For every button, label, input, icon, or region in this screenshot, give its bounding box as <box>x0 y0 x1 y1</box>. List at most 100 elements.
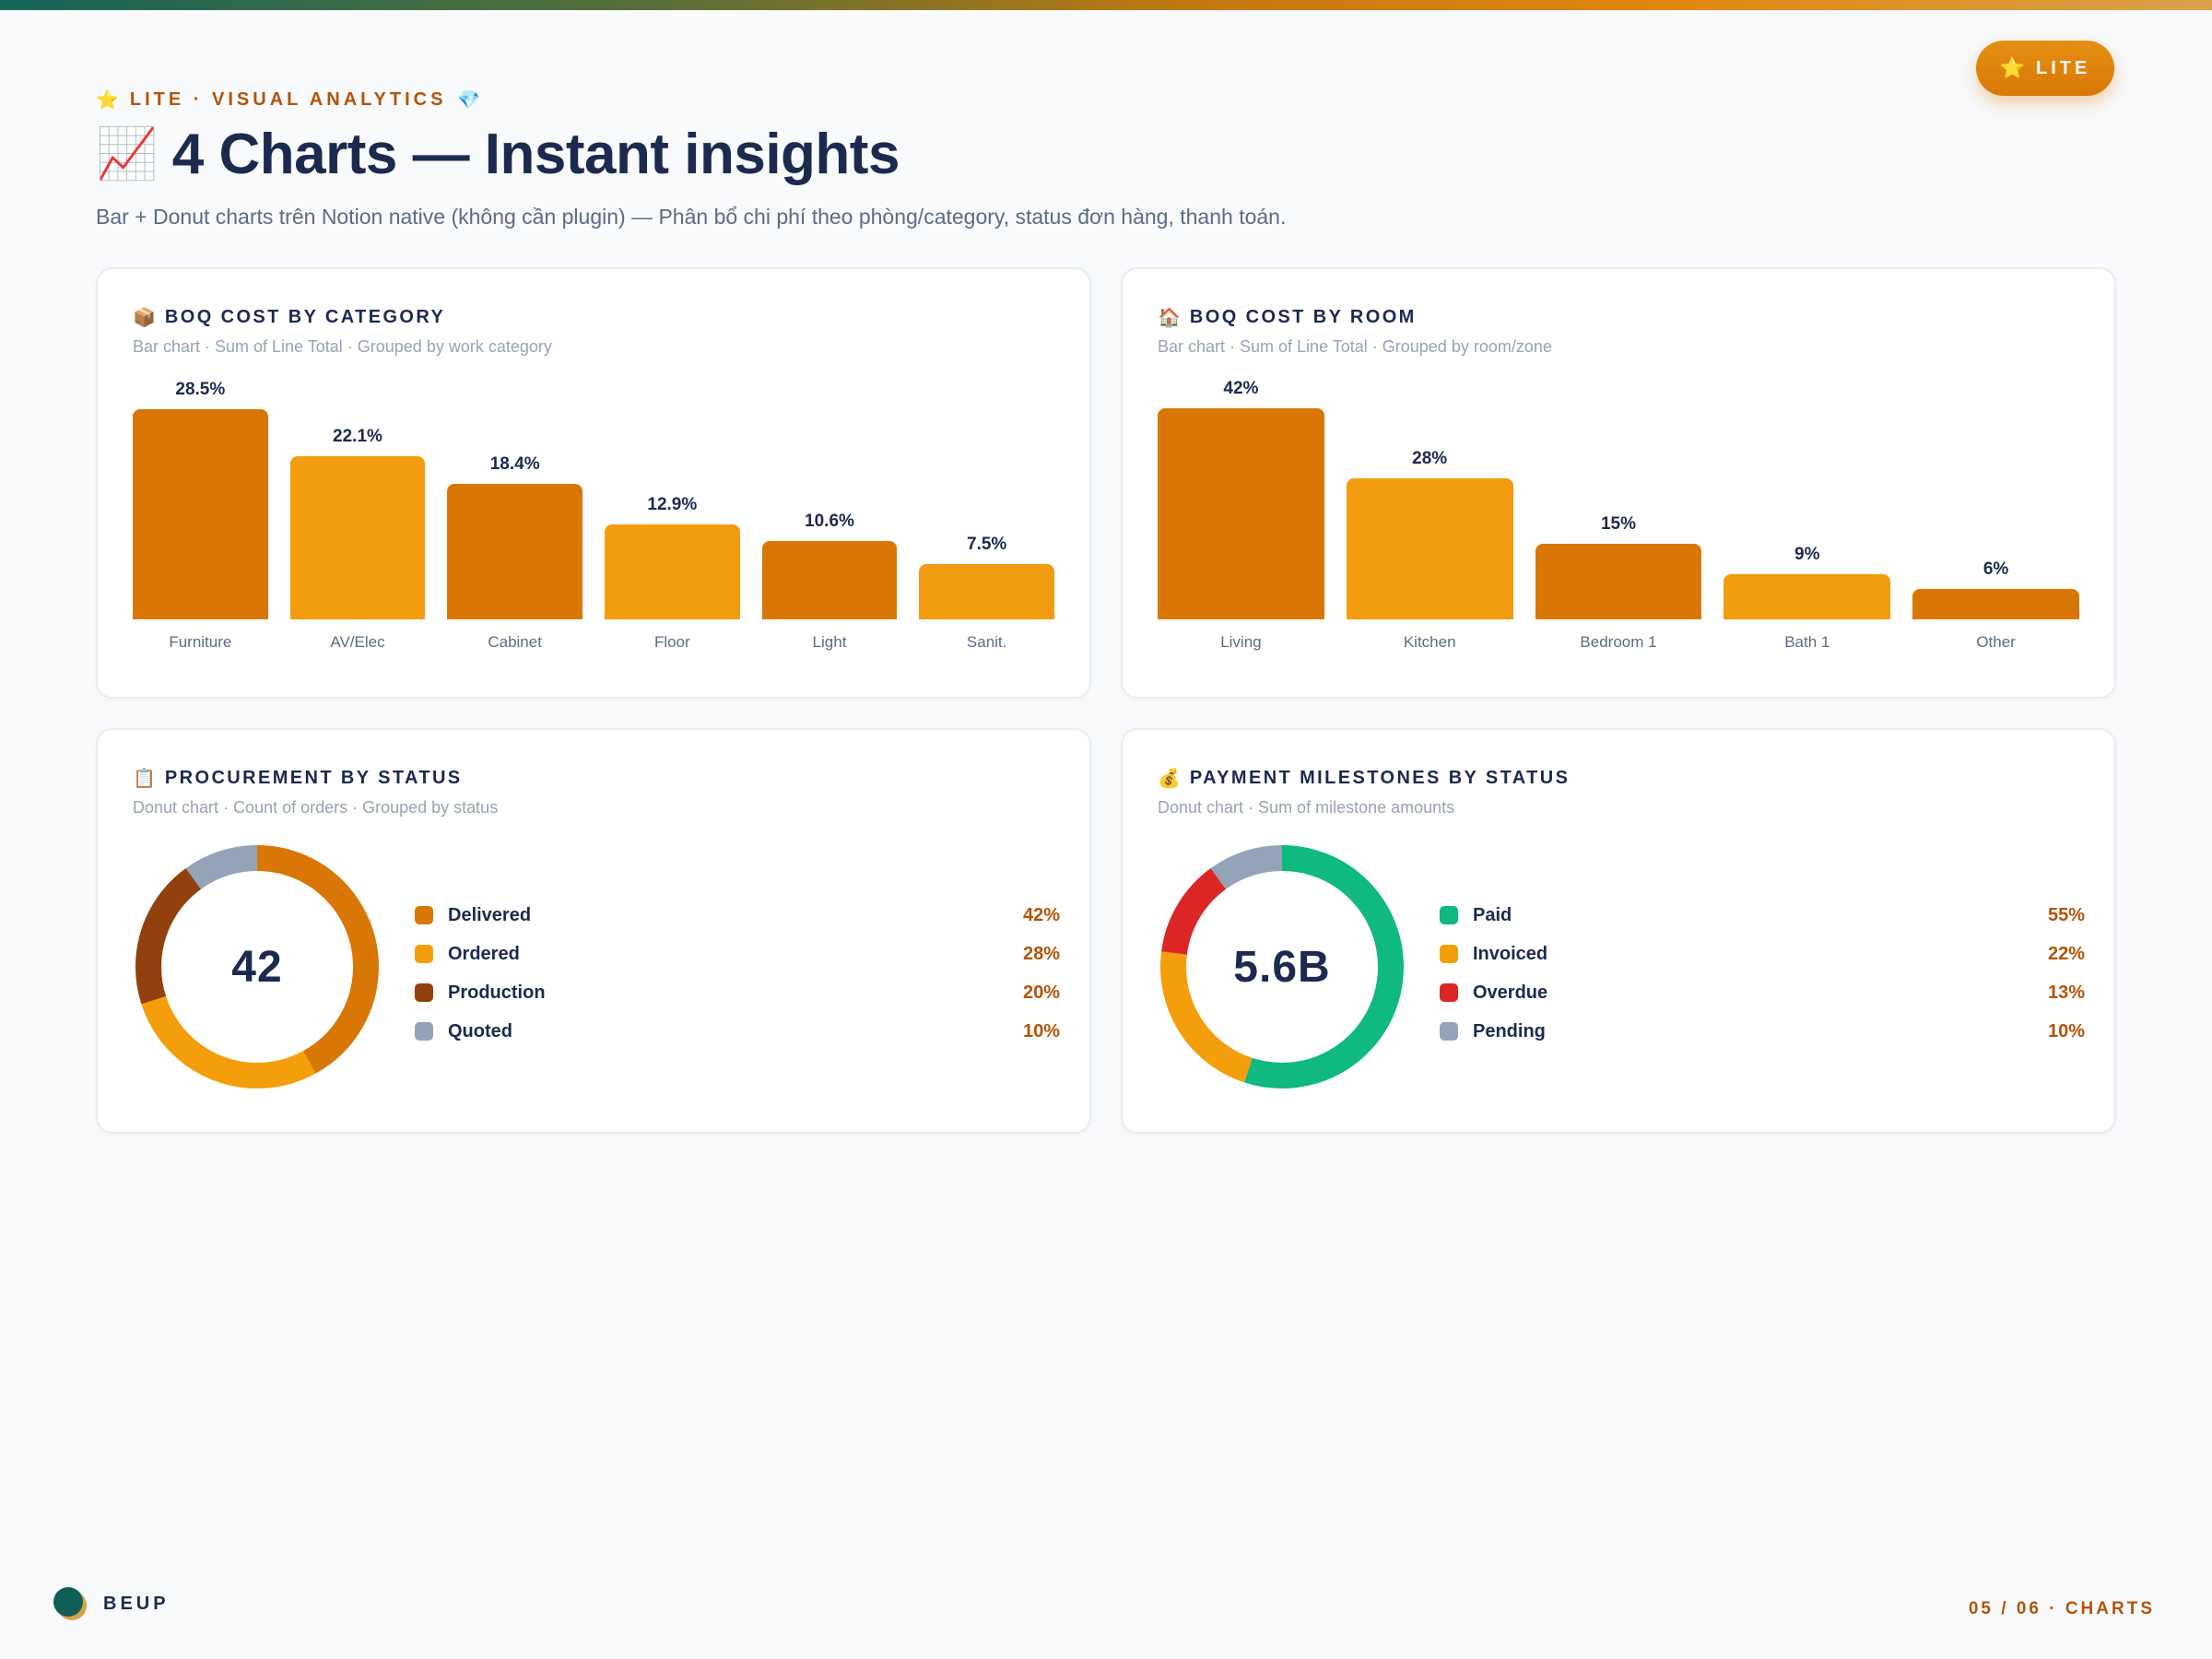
bar-value-label: 9% <box>1794 544 1820 564</box>
bar-chart-room: 42% Living 28% Kitchen 15% Bedroom 1 9% Bath 1 6… <box>1158 361 2079 693</box>
card-title: 📋 PROCUREMENT BY STATUS <box>133 767 463 790</box>
legend-percent: 20% <box>1022 982 1060 1003</box>
legend-label: Production <box>448 982 546 1003</box>
legend-label: Overdue <box>1473 982 1548 1003</box>
card-title-text: BOQ COST BY ROOM <box>1189 307 1417 327</box>
legend-item-pending: Pending 10% <box>1440 1012 2085 1051</box>
legend-swatch <box>415 983 433 1002</box>
bar-bath-1 <box>1724 573 1891 619</box>
donut-slice-production <box>135 845 379 1088</box>
card-title: 💰 PAYMENT MILESTONES BY STATUS <box>1158 767 1570 790</box>
card-subtitle: Donut chart · Count of orders · Grouped … <box>133 798 499 817</box>
bar-kitchen <box>1346 478 1513 619</box>
card-subtitle: Bar chart · Sum of Line Total · Grouped … <box>1158 337 1552 356</box>
card-title-text: PROCUREMENT BY STATUS <box>164 768 463 788</box>
legend-label: Delivered <box>448 904 532 925</box>
legend-swatch <box>415 906 433 924</box>
star-icon: ⭐ <box>96 90 119 111</box>
bar-value-label: 15% <box>1600 514 1636 535</box>
package-icon: 📦 <box>133 308 156 328</box>
donut-center-value: 5.6B <box>1233 942 1331 992</box>
bar-other <box>1912 589 2079 619</box>
chart-card-procurement: 📋 PROCUREMENT BY STATUS Donut chart · Co… <box>96 728 1091 1134</box>
legend-swatch <box>415 945 433 963</box>
legend-label: Pending <box>1473 1020 1546 1041</box>
chart-trend-icon: 📈 <box>96 126 158 182</box>
bar-value-label: 12.9% <box>647 494 698 514</box>
bar-category-label: Floor <box>653 633 690 651</box>
bar-value-label: 7.5% <box>967 535 1007 554</box>
legend-label: Paid <box>1473 904 1512 925</box>
legend-percent: 22% <box>2047 943 2085 964</box>
eyebrow-label: LITE · VISUAL ANALYTICS <box>129 89 447 110</box>
bar-category-label: Cabinet <box>488 633 542 651</box>
bar-value-label: 10.6% <box>805 512 854 532</box>
legend-percent: 10% <box>2047 1020 2085 1041</box>
card-title: 📦 BOQ COST BY CATEGORY <box>133 306 445 329</box>
donut-slice-invoiced <box>1160 845 1404 1088</box>
donut-legend: Delivered 42% Ordered 28% Production 20% Quote… <box>415 896 1060 1051</box>
legend-swatch <box>1440 906 1458 924</box>
bar-value-label: 22.1% <box>333 427 382 447</box>
bar-cabinet <box>447 483 582 619</box>
bar-sanit- <box>919 564 1054 619</box>
bar-value-label: 42% <box>1223 378 1259 398</box>
legend-percent: 10% <box>1022 1020 1060 1041</box>
legend-item-invoiced: Invoiced 22% <box>1440 935 2085 973</box>
money-bag-icon: 💰 <box>1158 769 1181 789</box>
bar-chart-category: 28.5% Furniture 22.1% AV/Elec 18.4% Cabinet 12… <box>133 361 1054 693</box>
legend-swatch <box>1440 945 1458 963</box>
bar-living <box>1158 407 1324 619</box>
bar-category-label: AV/Elec <box>330 633 385 651</box>
legend-item-overdue: Overdue 13% <box>1440 973 2085 1012</box>
bar-bedroom-1 <box>1535 544 1702 619</box>
legend-percent: 55% <box>2047 904 2085 925</box>
bar-category-label: Sanit. <box>966 633 1007 651</box>
legend-label: Invoiced <box>1473 943 1548 964</box>
bar-value-label: 18.4% <box>489 453 540 474</box>
card-title-text: BOQ COST BY CATEGORY <box>164 307 446 327</box>
bar-category-label: Other <box>1976 633 2016 651</box>
legend-label: Ordered <box>448 943 520 964</box>
legend-percent: 13% <box>2047 982 2085 1003</box>
bar-category-label: Light <box>812 633 847 651</box>
diamond-icon: 💎 <box>457 90 481 111</box>
bar-furniture <box>133 409 268 619</box>
legend-swatch <box>415 1022 433 1041</box>
card-title-text: PAYMENT MILESTONES BY STATUS <box>1189 768 1571 788</box>
lite-badge-label: LITE <box>2036 57 2091 78</box>
legend-item-delivered: Delivered 42% <box>415 896 1060 935</box>
legend-percent: 42% <box>1022 904 1060 925</box>
legend-swatch <box>1440 1022 1458 1041</box>
donut-chart-procurement: 42 <box>133 842 382 1091</box>
bar-category-label: Furniture <box>169 633 232 651</box>
star-icon: ⭐ <box>1999 56 2026 79</box>
donut-slice-ordered <box>135 845 379 1088</box>
bar-category-label: Bedroom 1 <box>1580 633 1657 651</box>
legend-label: Quoted <box>448 1020 512 1041</box>
bar-light <box>761 541 898 619</box>
donut-center-value: 42 <box>231 942 283 992</box>
chart-card-category: 📦 BOQ COST BY CATEGORY Bar chart · Sum o… <box>96 267 1091 699</box>
legend-item-paid: Paid 55% <box>1440 896 2085 935</box>
page-title-text: 4 Charts — Instant insights <box>171 123 900 186</box>
clipboard-icon: 📋 <box>133 769 156 789</box>
page-subtitle: Bar + Donut charts trên Notion native (k… <box>96 205 1287 229</box>
bar-value-label: 6% <box>1983 559 2009 580</box>
house-icon: 🏠 <box>1158 308 1181 328</box>
bar-value-label: 28% <box>1412 449 1448 469</box>
lite-badge-button[interactable]: ⭐ LITE <box>1976 41 2114 96</box>
legend-item-ordered: Ordered 28% <box>415 935 1060 973</box>
legend-swatch <box>1440 983 1458 1002</box>
donut-chart-payment: 5.6B <box>1158 842 1406 1091</box>
bar-av-elec <box>289 456 426 619</box>
legend-item-quoted: Quoted 10% <box>415 1012 1060 1051</box>
legend-percent: 28% <box>1022 943 1060 964</box>
card-title: 🏠 BOQ COST BY ROOM <box>1158 306 1417 329</box>
card-subtitle: Bar chart · Sum of Line Total · Grouped … <box>133 337 552 356</box>
chart-card-room: 🏠 BOQ COST BY ROOM Bar chart · Sum of Li… <box>1121 267 2116 699</box>
footer-brand: BEUP <box>103 1594 170 1614</box>
bar-category-label: Kitchen <box>1403 633 1456 651</box>
beup-logo-icon <box>53 1587 87 1620</box>
bar-category-label: Bath 1 <box>1784 633 1830 651</box>
